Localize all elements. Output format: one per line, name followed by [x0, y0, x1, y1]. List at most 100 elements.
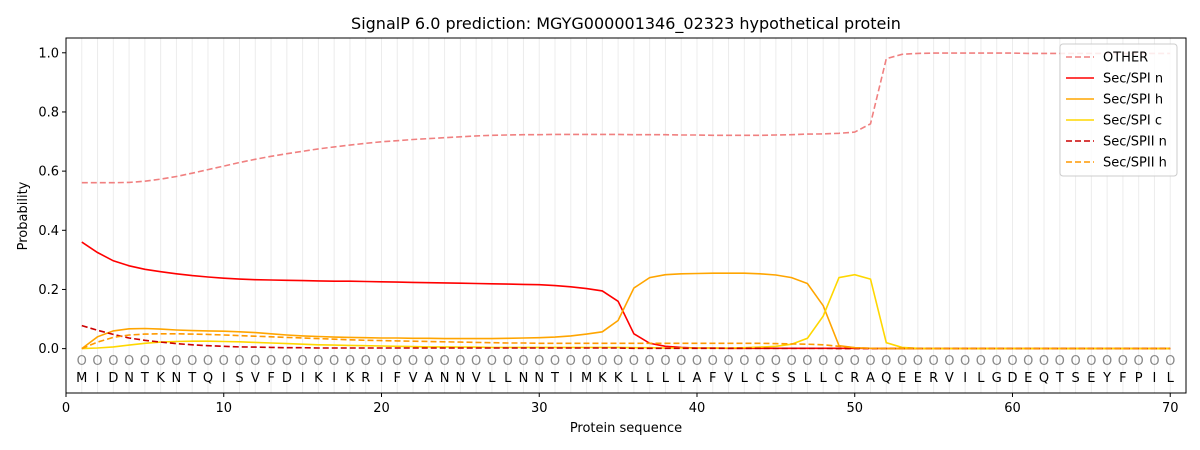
x-tick-label: 10 [215, 401, 232, 416]
residue-label: V [472, 371, 481, 386]
residue-label: R [929, 371, 938, 386]
residue-label: F [709, 371, 716, 386]
residue-label: L [820, 371, 828, 386]
chart-title: SignalP 6.0 prediction: MGYG000001346_02… [351, 14, 901, 34]
position-marker: O [266, 354, 276, 369]
position-marker: O [897, 354, 907, 369]
residue-label: I [963, 371, 967, 386]
residue-label: S [772, 371, 780, 386]
residue-label: K [156, 371, 165, 386]
position-marker: O [1023, 354, 1033, 369]
position-marker: O [219, 354, 229, 369]
position-marker: O [660, 354, 670, 369]
residue-label: A [693, 371, 702, 386]
position-marker: O [140, 354, 150, 369]
position-marker: O [692, 354, 702, 369]
series-line-sec-spi-h [81, 272, 1171, 350]
residue-label: N [534, 371, 544, 386]
residue-label: V [945, 371, 954, 386]
position-marker: O [865, 354, 875, 369]
y-tick-label: 1.0 [38, 46, 59, 61]
residue-label: T [1055, 371, 1064, 386]
position-marker: O [1102, 354, 1112, 369]
position-marker: O [298, 354, 308, 369]
position-marker: O [613, 354, 623, 369]
grid-layer [81, 38, 1171, 393]
residue-label: I [332, 371, 336, 386]
y-tick-label: 0.0 [38, 342, 59, 357]
legend-label: Sec/SPI c [1103, 114, 1162, 129]
position-marker: O [597, 354, 607, 369]
residue-label: N [172, 371, 182, 386]
position-marker: O [92, 354, 102, 369]
residue-label: N [440, 371, 450, 386]
residue-label: Q [881, 371, 891, 386]
position-marker: O [424, 354, 434, 369]
position-marker: O [329, 354, 339, 369]
legend-label: Sec/SPI n [1103, 72, 1163, 87]
series-line-sec-spii-h [81, 332, 1171, 350]
residue-label: N [455, 371, 465, 386]
residue-label: E [1087, 371, 1095, 386]
residue-label: F [267, 371, 274, 386]
residue-label: L [504, 371, 512, 386]
position-marker: O [234, 354, 244, 369]
position-marker: O [802, 354, 812, 369]
series-line-other [81, 52, 1171, 184]
x-axis-title: Protein sequence [570, 421, 682, 436]
residue-label: A [424, 371, 433, 386]
residue-label: A [866, 371, 875, 386]
x-tick-label: 50 [846, 401, 863, 416]
residue-label: L [804, 371, 812, 386]
y-tick-label: 0.6 [38, 165, 59, 180]
x-tick-label: 70 [1162, 401, 1179, 416]
position-marker: O [1134, 354, 1144, 369]
position-marker: O [518, 354, 528, 369]
position-marker: O [345, 354, 355, 369]
position-marker: O [550, 354, 560, 369]
residue-label: L [977, 371, 985, 386]
position-marker: O [534, 354, 544, 369]
residue-label: E [898, 371, 906, 386]
residue-label: I [96, 371, 100, 386]
legend-label: Sec/SPI h [1103, 93, 1163, 108]
position-marker: O [708, 354, 718, 369]
position-marker: O [960, 354, 970, 369]
position-marker: O [913, 354, 923, 369]
position-marker: O [676, 354, 686, 369]
legend-box [1059, 43, 1178, 177]
position-marker: O [944, 354, 954, 369]
series-layer [81, 52, 1171, 350]
position-marker: O [487, 354, 497, 369]
x-tick-label: 20 [373, 401, 390, 416]
position-marker: O [581, 354, 591, 369]
position-marker: O [439, 354, 449, 369]
residue-label: N [124, 371, 134, 386]
residue-label: I [569, 371, 573, 386]
plot-frame [65, 37, 1187, 394]
position-marker: O [250, 354, 260, 369]
position-marker: O [755, 354, 765, 369]
residue-label: L [630, 371, 638, 386]
position-marker: O [1118, 354, 1128, 369]
position-marker: O [471, 354, 481, 369]
residue-label: L [662, 371, 670, 386]
residue-label: F [394, 371, 401, 386]
residue-label: M [581, 371, 592, 386]
residue-label: K [314, 371, 323, 386]
residue-label: I [301, 371, 305, 386]
residue-label: T [187, 371, 196, 386]
legend-label: Sec/SPII n [1103, 135, 1167, 150]
position-marker: O [850, 354, 860, 369]
residue-label: S [1071, 371, 1079, 386]
position-marker: O [787, 354, 797, 369]
position-marker: O [976, 354, 986, 369]
residue-label: V [251, 371, 260, 386]
residue-label: P [1135, 371, 1143, 386]
residue-label: Y [1102, 371, 1111, 386]
residue-label: M [76, 371, 87, 386]
position-marker: O [455, 354, 465, 369]
residue-label: Q [1039, 371, 1049, 386]
